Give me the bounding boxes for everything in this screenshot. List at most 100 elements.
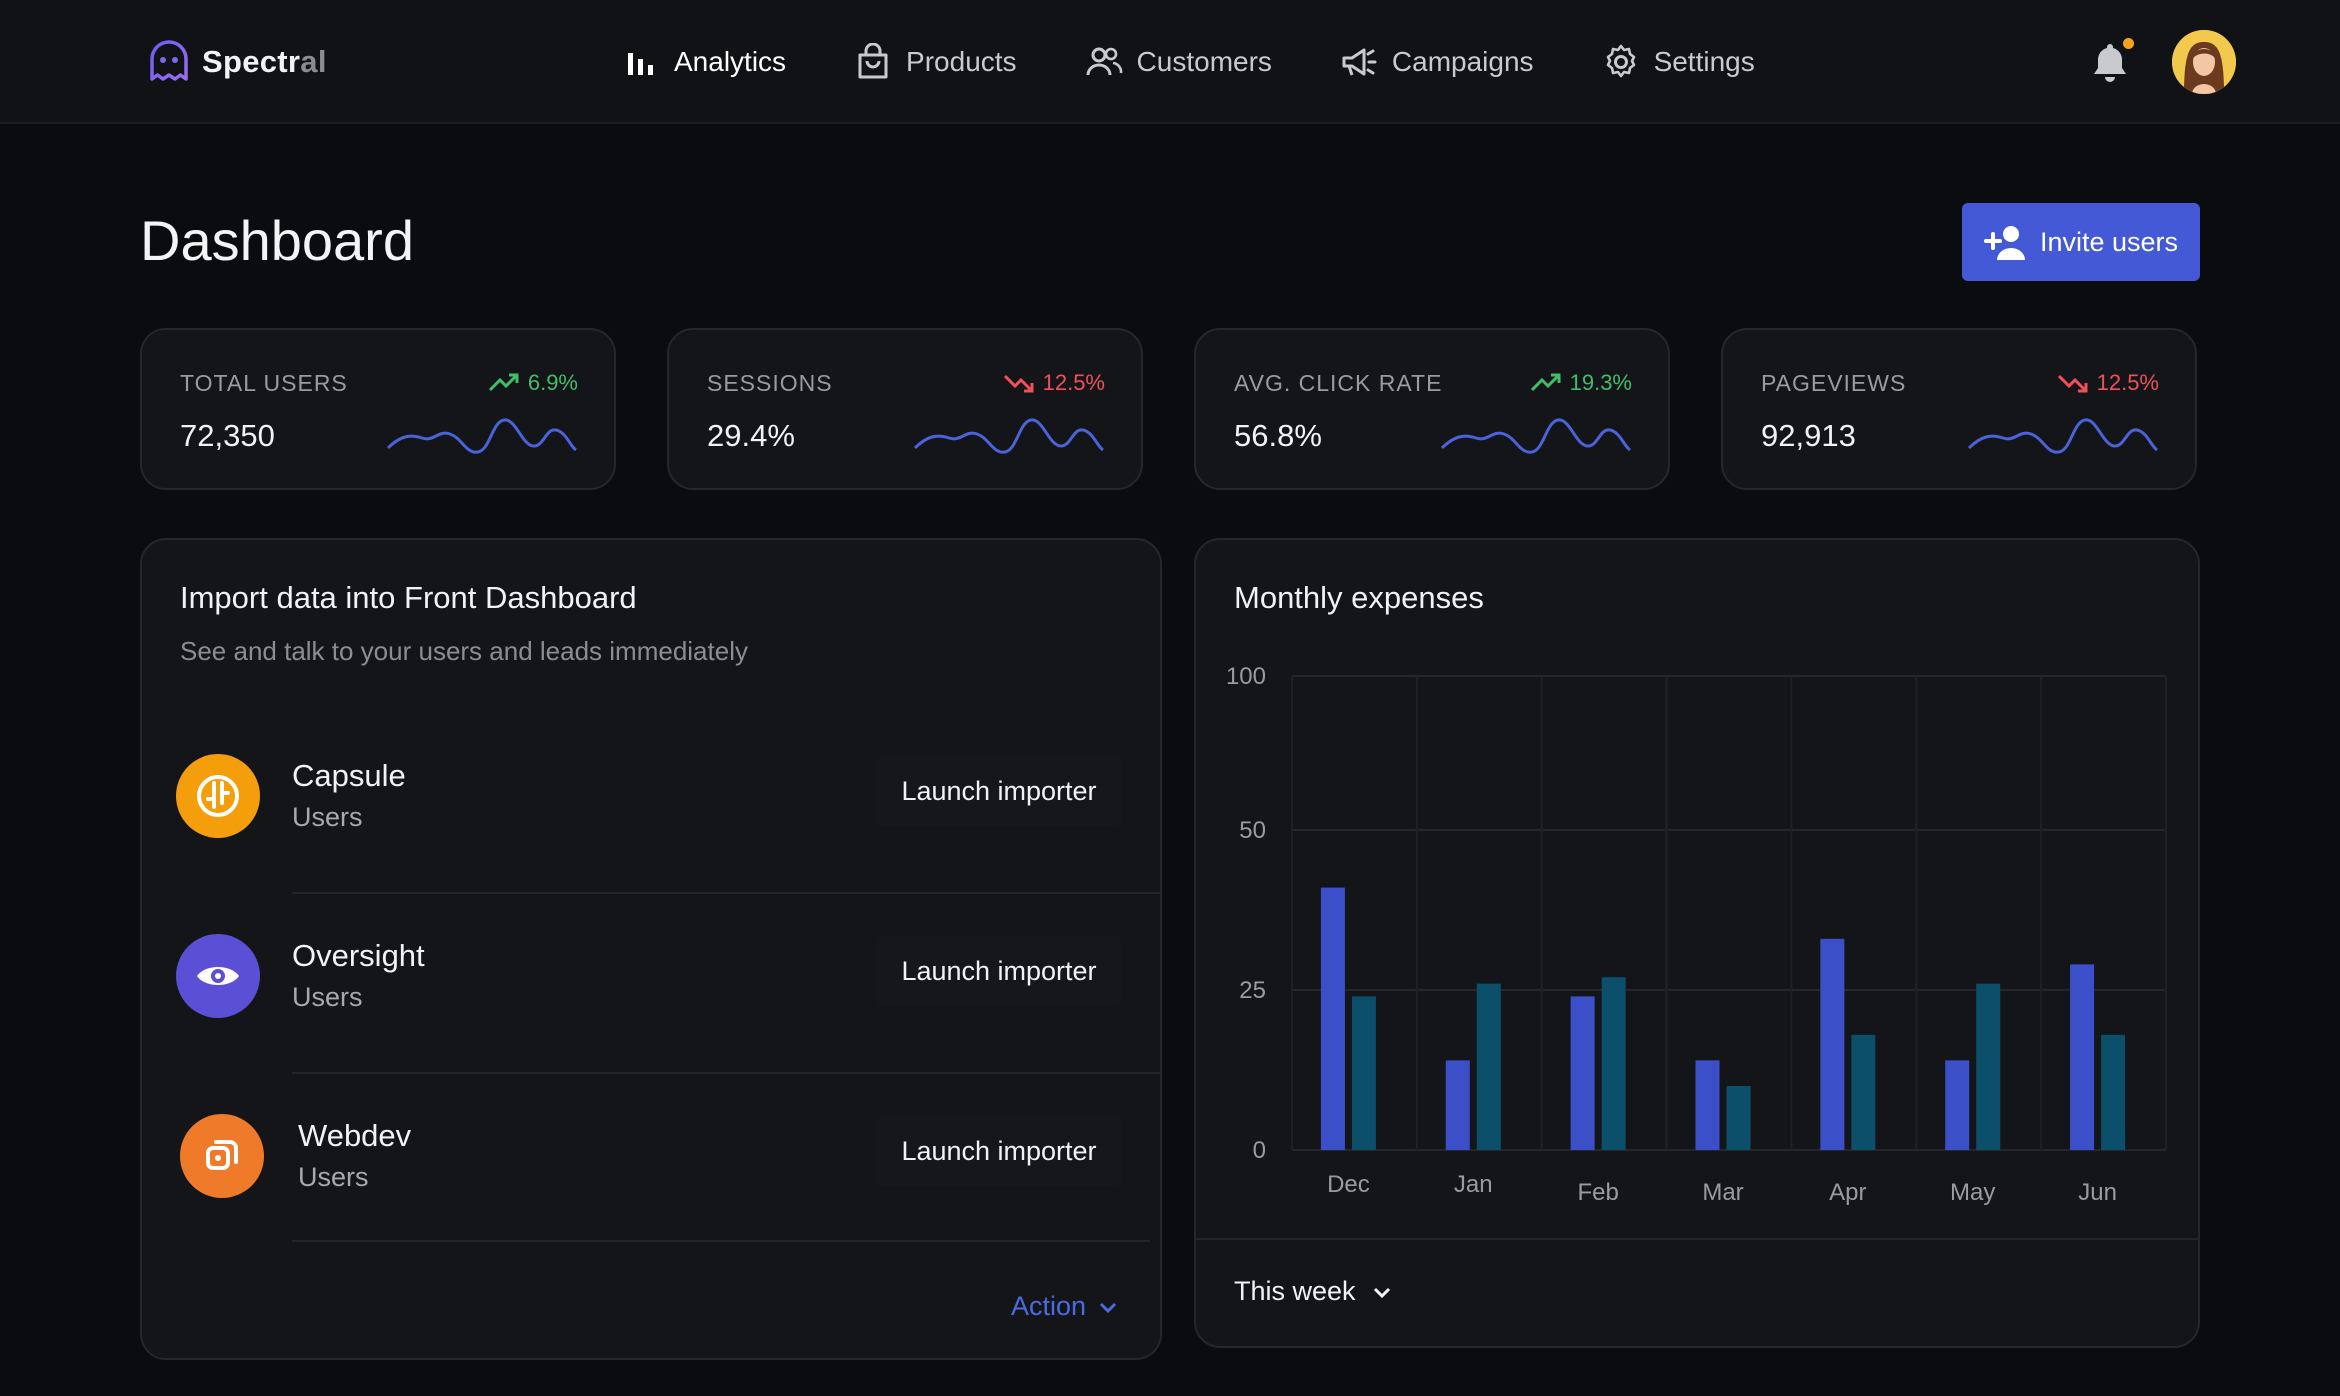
chevron-down-icon: [1099, 1302, 1117, 1313]
stat-card-pageviews: PAGEVIEWS 92,913 12.5%: [1721, 328, 2197, 490]
page-title: Dashboard: [140, 209, 414, 272]
importer-type: Users: [298, 1162, 369, 1192]
invite-users-label: Invite users: [2039, 226, 2179, 257]
launch-importer-button[interactable]: Launch importer: [876, 756, 1122, 826]
trend-up-icon: [1530, 373, 1561, 392]
stat-card-avg-click-rate: AVG. CLICK RATE 56.8% 19.3%: [1194, 328, 1670, 490]
y-tick-label: 25: [1239, 977, 1266, 1004]
nav-item-products[interactable]: Products: [854, 43, 1017, 81]
ghost-logo-icon: [150, 40, 188, 81]
x-tick-label: Dec: [1327, 1171, 1370, 1198]
bar-may-series-2: [1976, 983, 2001, 1150]
bar-may-series-1: [1945, 1060, 1970, 1150]
avatar-portrait-icon: [2172, 30, 2236, 94]
bar-feb-series-2: [1601, 977, 1626, 1150]
action-dropdown[interactable]: Action: [1011, 1291, 1118, 1322]
expenses-panel-title: Monthly expenses: [1234, 580, 1484, 615]
bar-apr-series-2: [1851, 1034, 1876, 1150]
importer-name: Webdev: [298, 1118, 412, 1153]
action-label: Action: [1010, 1291, 1086, 1321]
add-user-icon: [1983, 226, 2025, 260]
y-tick-label: 0: [1253, 1137, 1266, 1164]
bar-dec-series-2: [1351, 996, 1376, 1150]
launch-importer-button[interactable]: Launch importer: [876, 936, 1122, 1006]
nav-item-label: Customers: [1136, 46, 1272, 77]
sparkline: [386, 418, 577, 454]
brand-logo[interactable]: Spectral: [146, 38, 327, 86]
sparkline: [1440, 418, 1631, 454]
y-tick-label: 50: [1239, 817, 1266, 844]
chevron-down-icon: [1373, 1287, 1390, 1298]
stat-change: 19.3%: [1530, 370, 1632, 396]
notification-bell-icon[interactable]: [2086, 38, 2134, 86]
x-tick-label: May: [1950, 1179, 1995, 1206]
importer-name: Capsule: [292, 758, 406, 793]
bar-jun-series-2: [2101, 1034, 2126, 1150]
chart-footer-divider: [1196, 1238, 2198, 1240]
bar-jan-series-2: [1476, 983, 1501, 1150]
y-tick-label: 100: [1226, 663, 1266, 690]
stat-label: AVG. CLICK RATE: [1234, 370, 1443, 396]
bar-mar-series-1: [1695, 1060, 1720, 1150]
webdev-logo-icon: [180, 1114, 264, 1198]
brand-name: Spectral: [202, 44, 327, 79]
trend-down-icon: [1003, 374, 1034, 393]
row-divider: [292, 1072, 1162, 1074]
monthly-expenses-panel: Monthly expenses 0 25 50 100 Dec Jan Feb Mar Apr…: [1194, 538, 2200, 1348]
importer-row-webdev: Webdev Users Launch importer: [142, 1100, 1162, 1280]
import-data-panel: Import data into Front Dashboard See and…: [140, 538, 1162, 1360]
nav-item-campaigns[interactable]: Campaigns: [1340, 43, 1534, 81]
stat-change: 12.5%: [2057, 370, 2159, 396]
nav-item-label: Analytics: [674, 46, 787, 77]
stat-value: 72,350: [180, 418, 275, 453]
users-icon: [1086, 47, 1122, 76]
trend-down-icon: [2057, 374, 2088, 393]
capsule-logo-icon: [176, 754, 260, 838]
nav-item-label: Settings: [1653, 46, 1755, 77]
launch-importer-button[interactable]: Launch importer: [876, 1116, 1122, 1186]
notification-dot: [2123, 38, 2134, 49]
nav-item-customers[interactable]: Customers: [1085, 43, 1272, 81]
sparkline: [913, 418, 1104, 454]
stat-label: SESSIONS: [707, 370, 833, 396]
x-tick-label: Feb: [1577, 1179, 1618, 1206]
stat-change: 6.9%: [488, 370, 578, 396]
stat-value: 56.8%: [1234, 418, 1322, 453]
date-range-select[interactable]: This week: [1234, 1276, 1392, 1307]
main-menu: Analytics Products Customers Campaigns S…: [622, 38, 1823, 86]
nav-item-label: Campaigns: [1391, 46, 1534, 77]
date-range-label: This week: [1234, 1276, 1356, 1306]
import-panel-title: Import data into Front Dashboard: [180, 580, 637, 615]
stat-card-sessions: SESSIONS 29.4% 12.5%: [667, 328, 1143, 490]
stat-card-total-users: TOTAL USERS 72,350 6.9%: [140, 328, 616, 490]
bar-chart-icon: [628, 53, 653, 75]
importer-type: Users: [292, 802, 363, 832]
bar-feb-series-1: [1570, 996, 1595, 1150]
nav-item-label: Products: [906, 46, 1017, 77]
user-avatar[interactable]: [2172, 30, 2236, 94]
megaphone-icon: [1342, 48, 1377, 76]
gear-icon: [1606, 44, 1635, 78]
nav-item-analytics[interactable]: Analytics: [622, 43, 786, 81]
x-tick-label: Mar: [1702, 1179, 1743, 1206]
importer-type: Users: [292, 982, 363, 1012]
shopping-bag-icon: [858, 43, 888, 79]
row-divider: [292, 1240, 1150, 1242]
bar-mar-series-2: [1726, 1086, 1751, 1150]
stat-value: 29.4%: [707, 418, 795, 453]
importer-name: Oversight: [292, 938, 425, 973]
trend-up-icon: [488, 373, 519, 392]
bar-apr-series-1: [1820, 938, 1845, 1150]
stat-label: PAGEVIEWS: [1761, 370, 1907, 396]
bar-dec-series-1: [1320, 887, 1345, 1150]
top-navbar: Spectral Analytics Products Customers Ca…: [0, 0, 2340, 124]
invite-users-button[interactable]: Invite users: [1962, 203, 2200, 281]
bar-jan-series-1: [1445, 1060, 1470, 1150]
stat-value: 92,913: [1761, 418, 1856, 453]
nav-item-settings[interactable]: Settings: [1602, 43, 1755, 81]
importer-row-oversight: Oversight Users Launch importer: [142, 920, 1162, 1100]
import-panel-subtitle: See and talk to your users and leads imm…: [180, 636, 748, 666]
importer-row-capsule: Capsule Users Launch importer: [142, 740, 1162, 920]
x-tick-label: Jan: [1454, 1171, 1493, 1198]
stat-change: 12.5%: [1003, 370, 1105, 396]
